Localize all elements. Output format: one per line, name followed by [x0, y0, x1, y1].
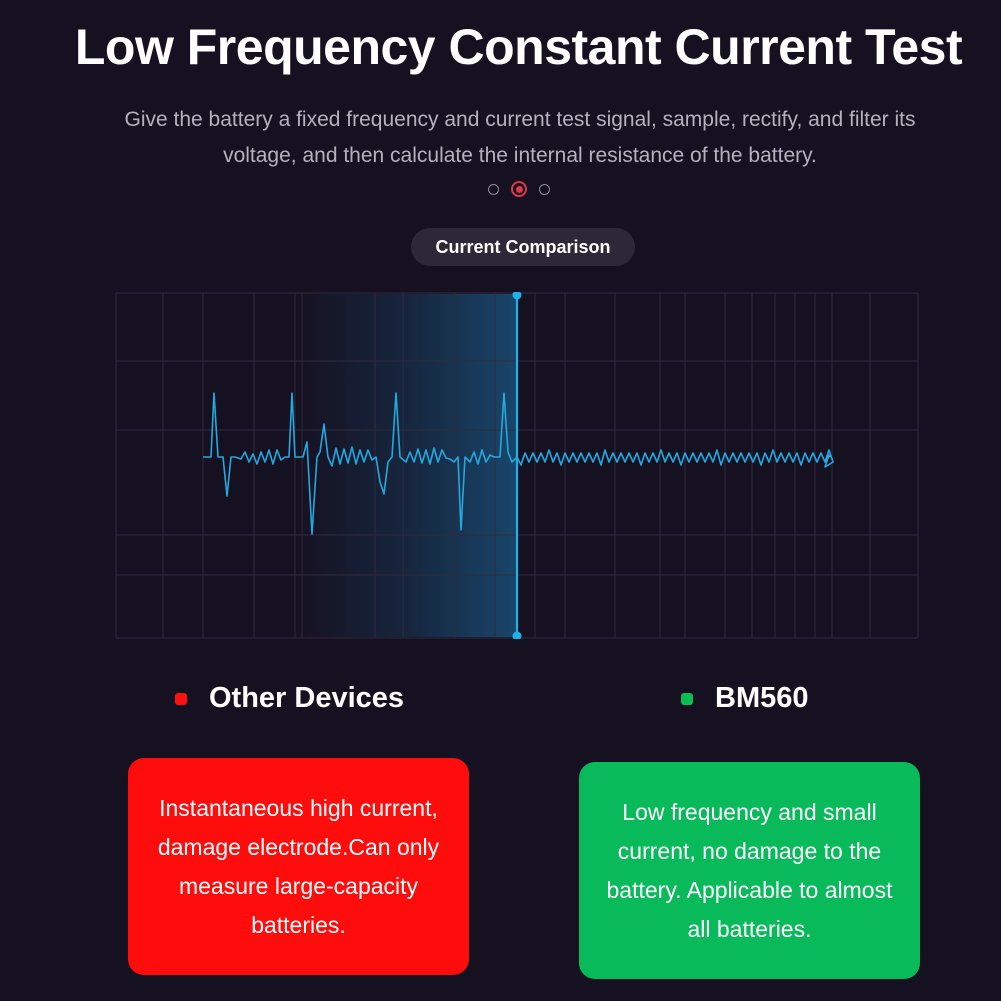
pagination-dot-1[interactable]	[488, 183, 499, 195]
legend-other-devices: Other Devices	[175, 682, 404, 715]
page-subtitle: Give the battery a fixed frequency and c…	[124, 108, 916, 167]
legend-bm560: BM560	[681, 682, 809, 715]
chart-marker-top-handle	[512, 292, 522, 300]
red-square-icon	[175, 692, 187, 705]
chart-label-pill: Current Comparison	[411, 228, 635, 266]
green-square-icon	[681, 692, 693, 705]
other-devices-description: Instantaneous high current, damage elect…	[157, 794, 440, 938]
waveform-other-devices	[203, 392, 518, 535]
page-title: Low Frequency Constant Current Test	[74, 19, 963, 75]
legend-bm560-label: BM560	[715, 682, 809, 714]
other-devices-card: Instantaneous high current, damage elect…	[128, 758, 469, 975]
bm560-description: Low frequency and small current, no dama…	[606, 798, 893, 942]
legend-other-label: Other Devices	[209, 682, 405, 714]
pagination-dot-3[interactable]	[539, 183, 550, 195]
waveform-chart	[115, 292, 919, 639]
waveform-bm560	[516, 449, 834, 468]
chart-marker-bottom-handle	[512, 631, 522, 639]
carousel-pagination	[488, 181, 550, 197]
chart-highlight-band	[295, 294, 517, 637]
pagination-dot-2-active[interactable]	[511, 181, 527, 197]
bm560-card: Low frequency and small current, no dama…	[579, 762, 920, 979]
